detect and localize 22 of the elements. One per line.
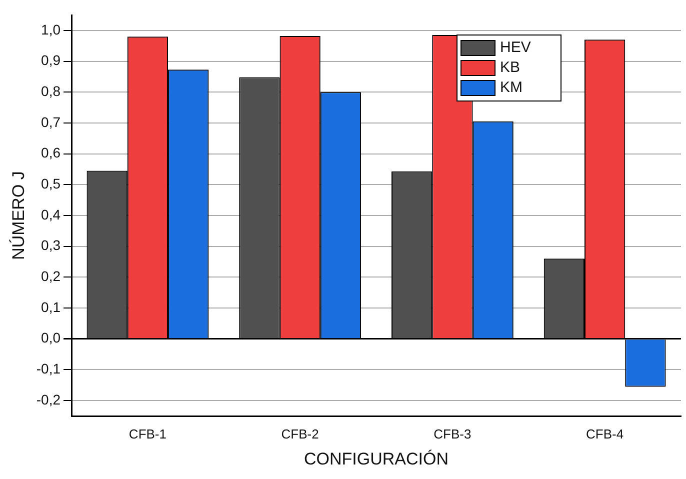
x-tick-label: CFB-4 xyxy=(586,426,624,442)
y-axis-title: NÚMERO J xyxy=(8,171,28,260)
y-tick-label: 0,6 xyxy=(41,144,61,161)
y-tick-label: 0,9 xyxy=(41,52,61,68)
y-tick-label: 1,0 xyxy=(41,21,61,38)
x-tick-label: CFB-3 xyxy=(434,426,472,442)
legend-label: HEV xyxy=(500,39,531,56)
y-tick-label: 0,4 xyxy=(41,206,61,222)
y-tick-label: -0,1 xyxy=(36,360,61,377)
y-tick-label: 0,7 xyxy=(41,114,61,130)
x-tick-label: CFB-2 xyxy=(281,426,319,442)
y-tick-label: 0,2 xyxy=(41,268,61,284)
y-tick-label: 0,1 xyxy=(41,298,61,315)
x-tick-label: CFB-1 xyxy=(128,426,166,442)
y-tick-label: 0,0 xyxy=(41,330,61,346)
y-tick-label: 0,5 xyxy=(41,176,61,192)
legend-label: KB xyxy=(500,59,520,76)
legend-label: KM xyxy=(500,79,522,96)
y-tick-label: 0,8 xyxy=(41,82,61,99)
y-tick-label: 0,3 xyxy=(41,237,61,254)
y-tick-label: -0,2 xyxy=(36,391,61,408)
x-axis-title: CONFIGURACIÓN xyxy=(304,449,449,468)
